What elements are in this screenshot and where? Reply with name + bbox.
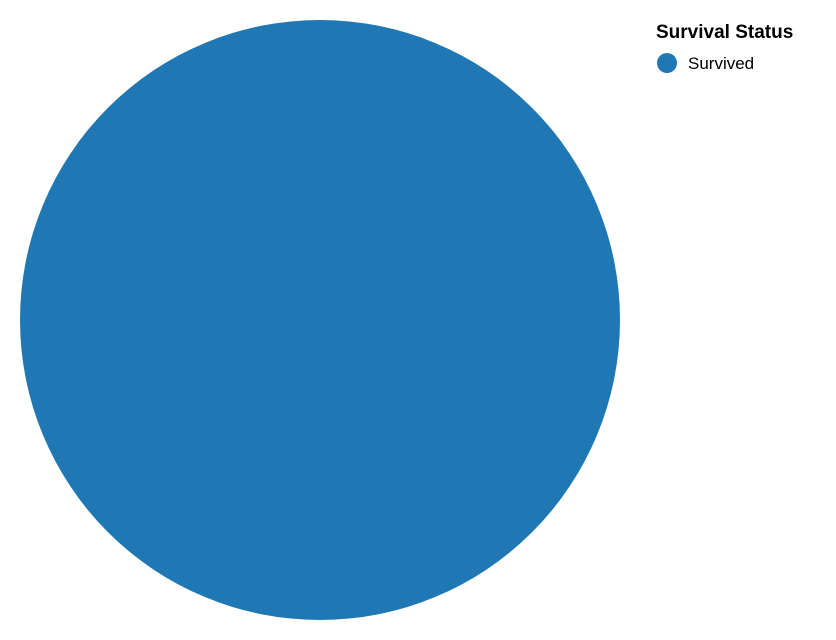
pie-slices [20, 20, 620, 620]
legend: Survival Status Survived [656, 22, 793, 73]
legend-swatch-survived [657, 53, 677, 73]
legend-title: Survival Status [656, 22, 793, 43]
legend-items: Survived [657, 53, 754, 73]
pie-slice-survived [20, 20, 620, 620]
legend-label-survived: Survived [688, 54, 754, 73]
